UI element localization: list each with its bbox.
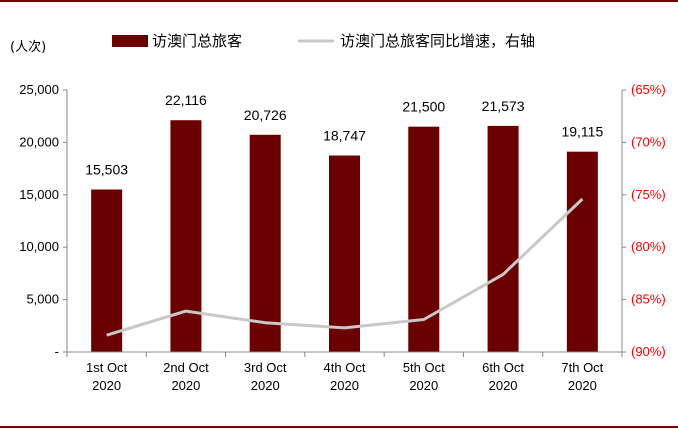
bar-value-label-5: 21,500 <box>402 99 445 115</box>
right-tick-label-4: (70%) <box>631 134 666 149</box>
bar-value-label-3: 20,726 <box>244 107 287 123</box>
bars <box>91 120 598 353</box>
x-axis-ticks: 1st Oct 2020 2nd Oct 2020 3rd Oct 2020 4th Oct… <box>66 352 623 393</box>
bar-2 <box>170 120 202 352</box>
x-tick-label-7: 7th Oct 2020 <box>561 360 603 393</box>
x-tick-label-2: 2nd Oct 2020 <box>163 360 209 393</box>
x-tick-label-5: 5th Oct 2020 <box>403 360 445 393</box>
right-tick-label-5: (65%) <box>631 82 666 97</box>
left-tick-label-0: - <box>55 344 59 359</box>
bar-1 <box>91 189 123 352</box>
legend-line-label: 访澳门总旅客同比增速，右轴 <box>340 32 535 50</box>
legend-bar-swatch <box>112 35 148 47</box>
x-tick-label-1: 1st Oct 2020 <box>86 360 128 393</box>
bar-value-label-6: 21,573 <box>482 98 525 114</box>
legend-bar-label: 访澳门总旅客 <box>152 32 242 50</box>
bar-value-label-2: 22,116 <box>165 92 207 108</box>
bar-value-label-1: 15,503 <box>85 162 128 178</box>
bar-value-label-7: 19,115 <box>561 124 603 140</box>
bar-data-labels: 15,503 22,116 20,726 18,747 21,500 21,573 19,1… <box>85 92 603 177</box>
growth-line-series <box>106 197 584 337</box>
left-tick-label-4: 20,000 <box>19 134 59 149</box>
right-axis-ticks: (90%) (85%) (80%) (75%) (70%) (65%) <box>622 82 666 359</box>
left-tick-label-5: 25,000 <box>19 82 59 97</box>
left-tick-label-1: 5,000 <box>26 292 59 307</box>
bar-value-label-4: 18,747 <box>323 128 366 144</box>
right-tick-label-2: (80%) <box>631 239 666 254</box>
x-tick-label-3: 3rd Oct 2020 <box>244 360 287 393</box>
right-tick-label-1: (85%) <box>631 292 666 307</box>
bar-4 <box>329 155 360 352</box>
legend: 访澳门总旅客 访澳门总旅客同比增速，右轴 <box>112 32 535 50</box>
bar-3 <box>249 134 281 352</box>
left-tick-label-3: 15,000 <box>19 187 59 202</box>
bar-6 <box>487 125 519 352</box>
y-axis-unit: (人次) <box>10 39 46 55</box>
right-tick-label-0: (90%) <box>631 344 666 359</box>
growth-line <box>106 197 584 337</box>
left-axis-ticks: - 5,000 10,000 15,000 20,000 25,000 <box>19 82 67 359</box>
bar-7 <box>566 151 598 352</box>
right-tick-label-3: (75%) <box>631 187 666 202</box>
x-tick-label-4: 4th Oct 2020 <box>324 360 366 393</box>
left-tick-label-2: 10,000 <box>19 239 59 254</box>
x-tick-label-6: 6th Oct 2020 <box>482 360 524 393</box>
